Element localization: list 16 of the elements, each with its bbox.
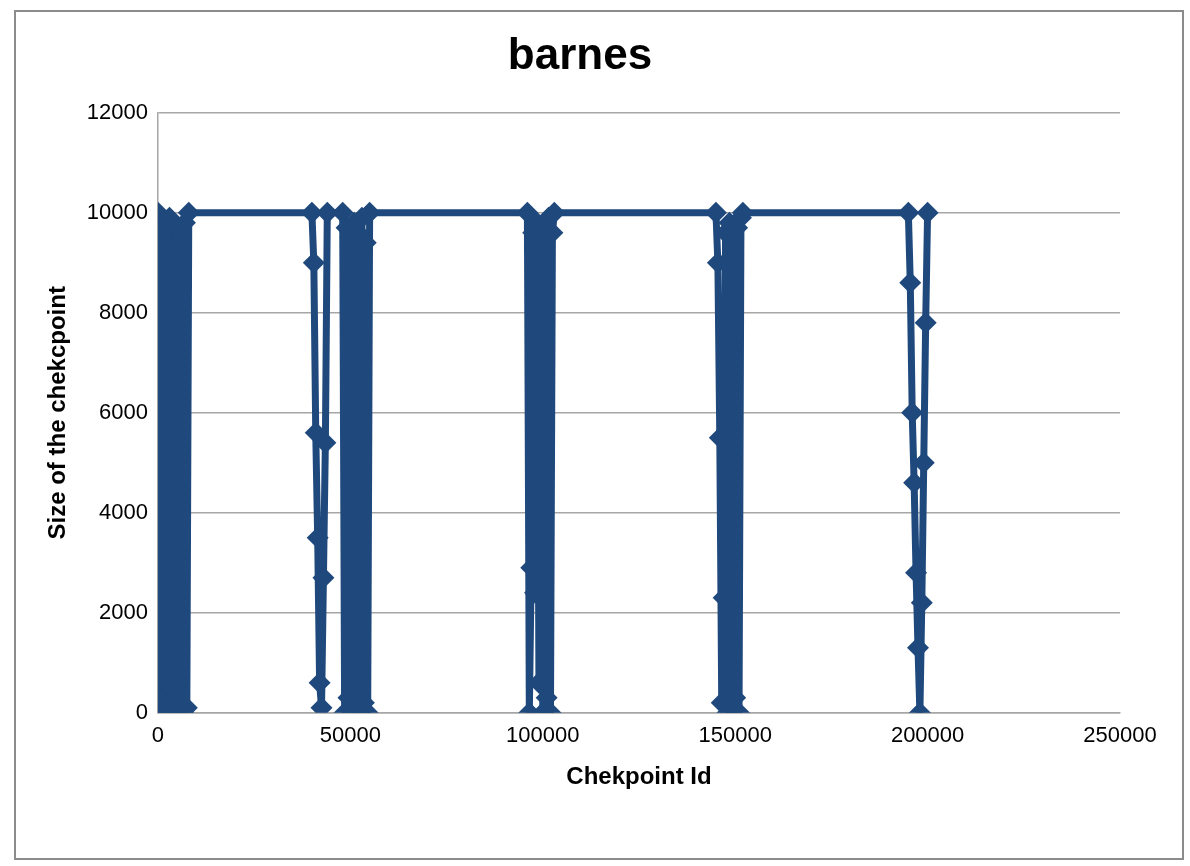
x-tick-label: 200000 <box>890 722 965 748</box>
x-tick-label: 100000 <box>506 722 580 748</box>
x-tick-label: 50000 <box>319 722 381 748</box>
y-tick-label: 0 <box>135 698 148 724</box>
y-tick-label: 6000 <box>99 398 148 424</box>
x-tick-label: 0 <box>151 722 165 748</box>
x-tick-label: 150000 <box>698 722 772 748</box>
x-tick-label: 250000 <box>1083 722 1157 748</box>
y-tick-label: 12000 <box>86 98 148 124</box>
y-tick-label: 8000 <box>99 298 148 324</box>
y-tick-label: 2000 <box>99 598 148 624</box>
y-axis-title: Size of the chekcpoint <box>43 286 71 540</box>
x-axis-title: Chekpoint Id <box>566 762 712 790</box>
y-tick-label: 4000 <box>99 498 148 524</box>
chart-title: barnes <box>507 28 653 78</box>
y-tick-label: 10000 <box>86 198 148 224</box>
